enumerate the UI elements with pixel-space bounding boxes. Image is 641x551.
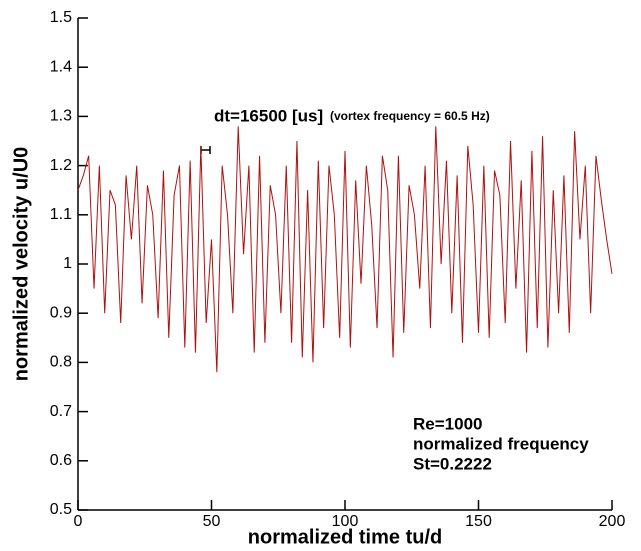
- y-tick-label: 1.2: [50, 157, 72, 174]
- y-tick-label: 1.4: [50, 58, 72, 75]
- y-tick-label: 1.5: [50, 9, 72, 26]
- annotation: Re=1000: [413, 414, 482, 433]
- x-tick-label: 200: [599, 513, 626, 530]
- x-tick-label: 100: [332, 513, 359, 530]
- data-line: [77, 126, 613, 373]
- y-tick-label: 1.1: [50, 206, 72, 223]
- annotation: (vortex frequency = 60.5 Hz): [330, 109, 490, 123]
- dt-bracket: [200, 146, 211, 154]
- x-axis-label: normalized time tu/d: [248, 526, 442, 548]
- y-axis-label: normalized velocity u/U0: [10, 147, 32, 382]
- y-tick-label: 0.9: [50, 304, 72, 321]
- x-tick-label: 0: [74, 513, 83, 530]
- y-tick-label: 0.6: [50, 452, 72, 469]
- y-tick-label: 1.3: [50, 108, 72, 125]
- y-tick-label: 0.7: [50, 403, 72, 420]
- x-tick-label: 50: [203, 513, 221, 530]
- y-tick-label: 1: [63, 255, 72, 272]
- annotation: normalized frequency: [413, 434, 589, 453]
- y-tick-label: 0.5: [50, 501, 72, 518]
- x-tick-label: 150: [465, 513, 492, 530]
- annotation: dt=16500 [us]: [214, 106, 323, 125]
- y-tick-label: 0.8: [50, 354, 72, 371]
- annotation: St=0.2222: [413, 454, 492, 473]
